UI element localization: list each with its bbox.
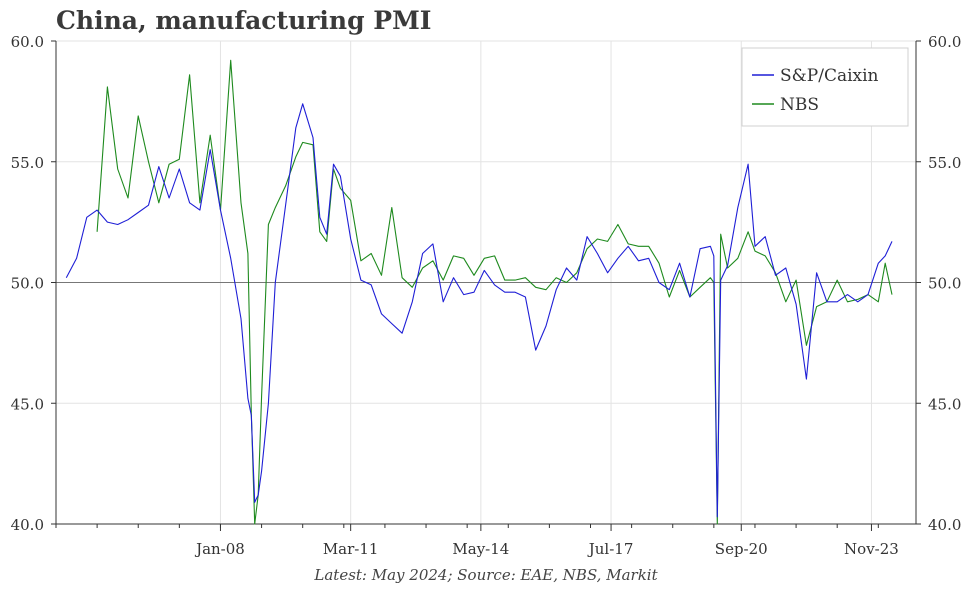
series-line-caixin [65, 103, 893, 518]
y-tick-label-right: 55.0 [928, 154, 961, 172]
legend: S&P/Caixin NBS [741, 47, 909, 127]
x-tick-label: Jan-08 [194, 540, 245, 558]
x-tick-label: May-14 [452, 540, 509, 558]
series-line-nbs [96, 59, 893, 525]
source-note: Latest: May 2024; Source: EAE, NBS, Mark… [314, 566, 658, 584]
x-tick-label: Jul-17 [587, 540, 634, 558]
legend-box [741, 47, 909, 127]
legend-label: NBS [780, 95, 819, 115]
y-tick-label-left: 55.0 [11, 154, 44, 172]
x-tick-label: Mar-11 [323, 540, 379, 558]
y-tick-label-left: 50.0 [11, 275, 44, 293]
y-tick-label-right: 60.0 [928, 33, 961, 51]
y-tick-label-right: 40.0 [928, 516, 961, 534]
y-tick-label-left: 40.0 [11, 516, 44, 534]
x-tick-label: Nov-23 [844, 540, 899, 558]
chart-title: China, manufacturing PMI [56, 6, 432, 35]
series-layer [65, 59, 893, 525]
y-tick-label-left: 45.0 [11, 395, 44, 413]
x-tick-label: Sep-20 [715, 540, 768, 558]
y-tick-label-left: 60.0 [11, 33, 44, 51]
axis-layer: 40.0 40.0 45.0 45.0 50.0 50.0 55.0 55.0 60.0 60.0… [11, 33, 962, 558]
y-tick-label-right: 50.0 [928, 275, 961, 293]
y-tick-label-right: 45.0 [928, 395, 961, 413]
legend-label: S&P/Caixin [780, 66, 879, 86]
